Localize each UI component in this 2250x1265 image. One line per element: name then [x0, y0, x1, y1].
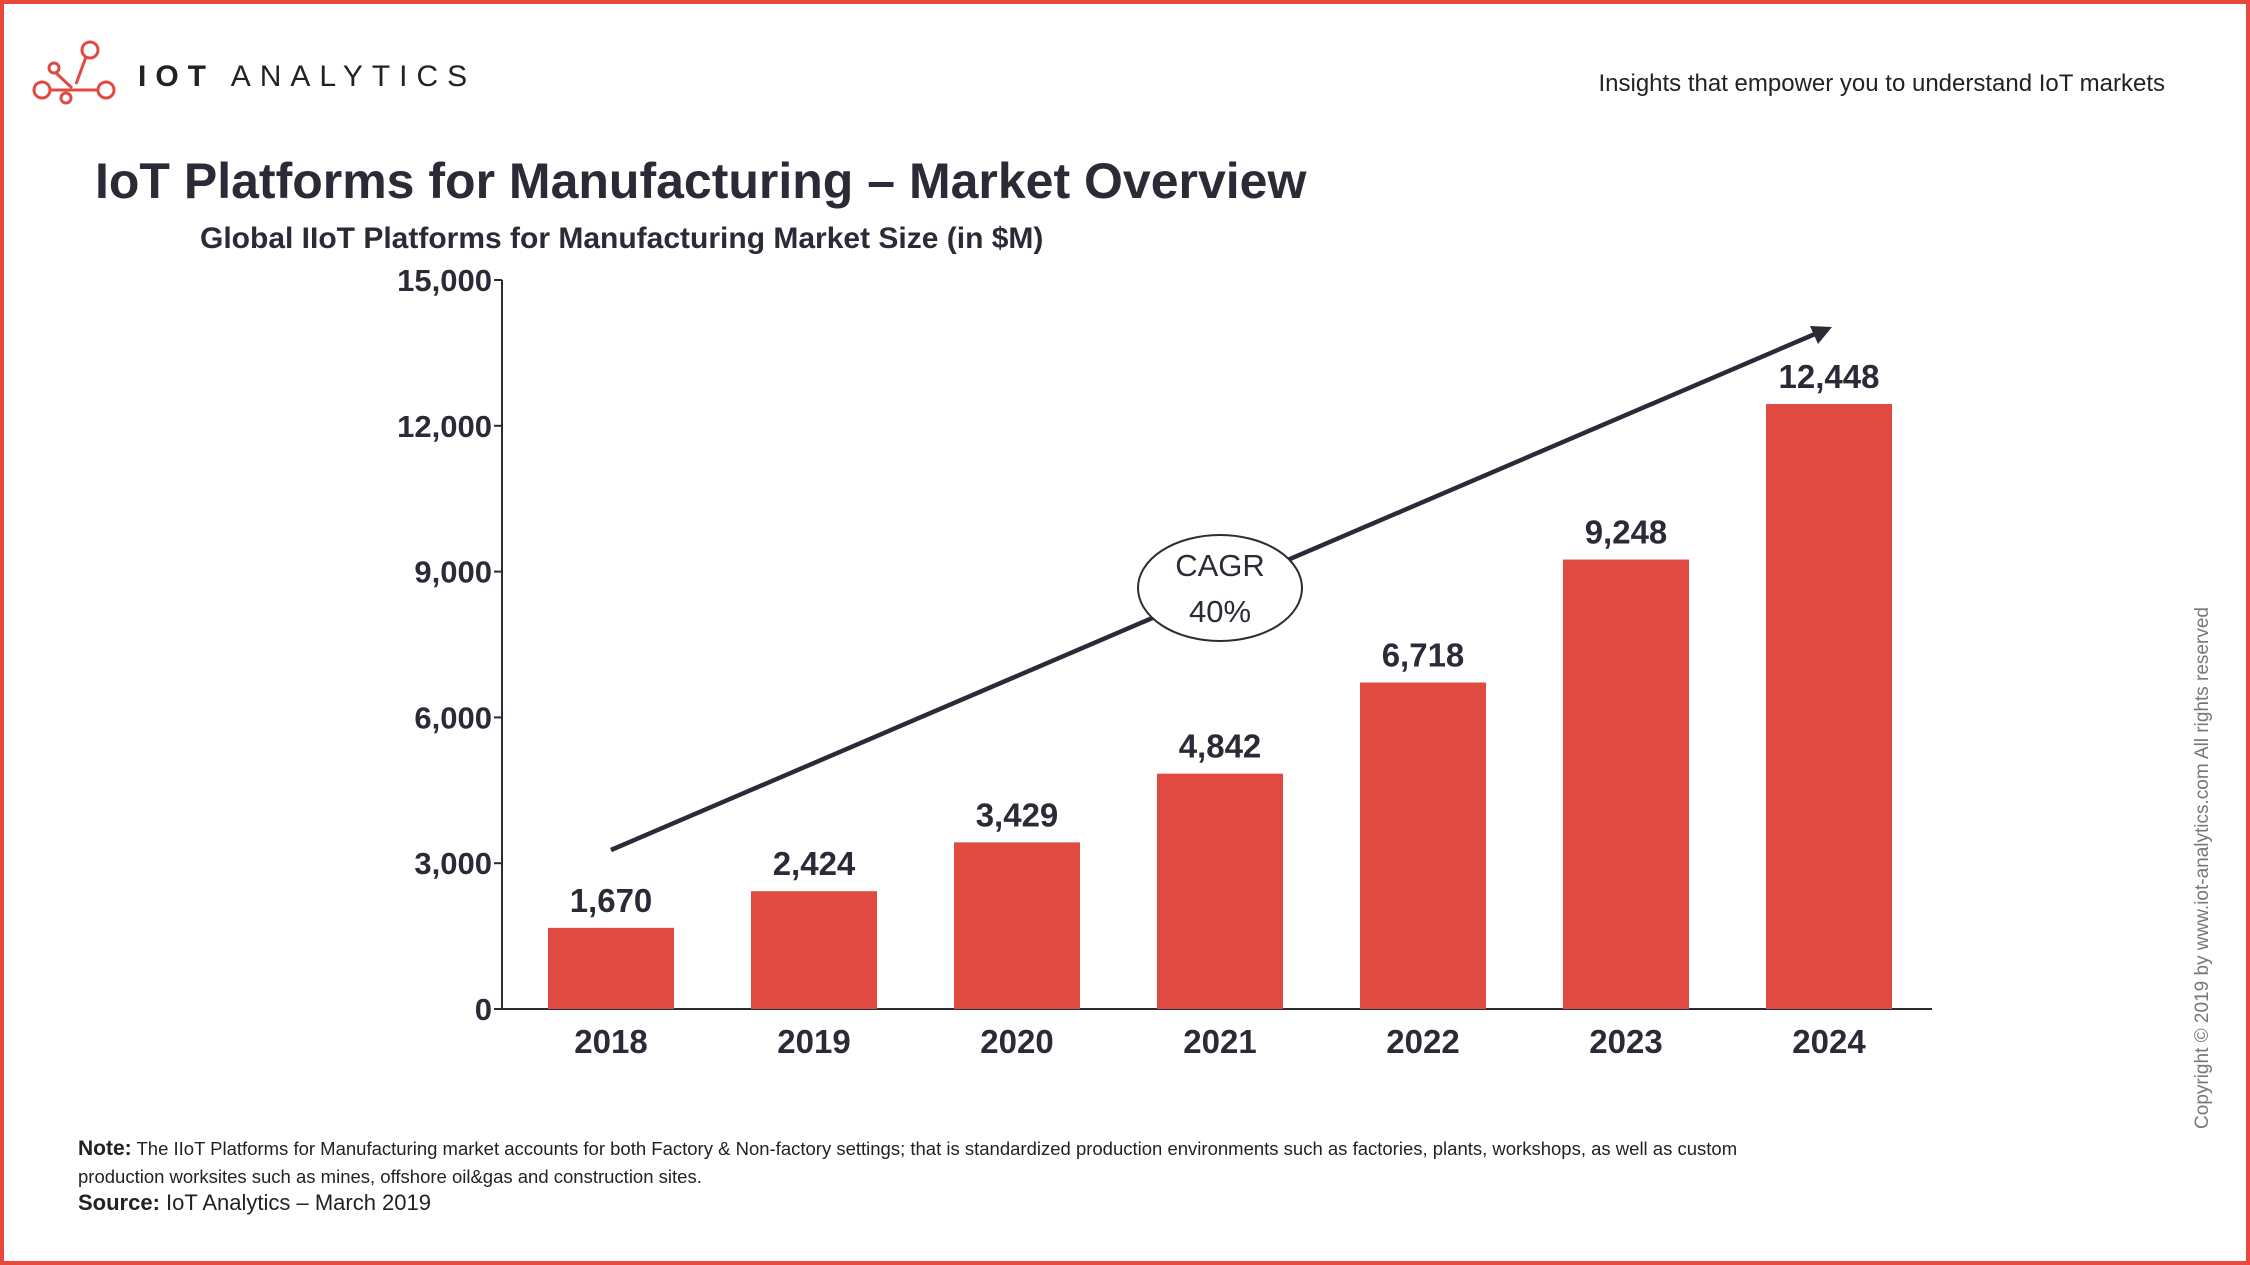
- y-tick-label: 3,000: [414, 846, 492, 881]
- x-tick-label: 2024: [1792, 1023, 1866, 1060]
- brand-name: IOT ANALYTICS: [138, 60, 477, 93]
- data-label: 12,448: [1779, 358, 1880, 395]
- data-label: 6,718: [1382, 637, 1465, 674]
- data-label: 9,248: [1585, 514, 1668, 551]
- y-tick-label: 9,000: [414, 555, 492, 590]
- bar-2021: [1157, 773, 1283, 1009]
- copyright: Copyright © 2019 by www.iot-analytics.co…: [2192, 607, 2213, 1129]
- x-tick-label: 2021: [1183, 1023, 1256, 1060]
- cagr-bubble: [1137, 534, 1303, 642]
- data-label: 4,842: [1179, 728, 1262, 765]
- data-label: 1,670: [570, 882, 653, 919]
- arrow-head-icon: [1810, 326, 1832, 344]
- bar-2024: [1766, 404, 1892, 1009]
- source: Source: IoT Analytics – March 2019: [78, 1190, 432, 1215]
- chart-title: Global IIoT Platforms for Manufacturing …: [200, 222, 1044, 255]
- tagline: Insights that empower you to understand …: [1598, 70, 2165, 97]
- y-tick-label: 12,000: [397, 409, 492, 444]
- bar-2022: [1360, 682, 1486, 1009]
- y-tick-label: 6,000: [414, 700, 492, 735]
- cagr-value: 40%: [1189, 594, 1251, 629]
- data-label: 2,424: [773, 845, 856, 882]
- y-tick-label: 15,000: [397, 263, 492, 298]
- data-label: 3,429: [976, 796, 1059, 833]
- bar-2019: [751, 891, 877, 1009]
- y-tick-label: 0: [475, 992, 492, 1027]
- x-tick-label: 2018: [574, 1023, 647, 1060]
- bar-2020: [954, 842, 1080, 1009]
- x-tick-label: 2020: [980, 1023, 1053, 1060]
- bar-2018: [548, 927, 674, 1009]
- x-tick-label: 2023: [1589, 1023, 1662, 1060]
- x-tick-label: 2022: [1386, 1023, 1459, 1060]
- note: Note: The IIoT Platforms for Manufacturi…: [78, 1137, 1738, 1187]
- cagr-label: CAGR: [1175, 548, 1265, 583]
- bar-2023: [1563, 559, 1689, 1009]
- iot-analytics-logo-icon: [32, 40, 116, 105]
- page-title: IoT Platforms for Manufacturing – Market…: [95, 153, 1307, 209]
- x-tick-label: 2019: [777, 1023, 850, 1060]
